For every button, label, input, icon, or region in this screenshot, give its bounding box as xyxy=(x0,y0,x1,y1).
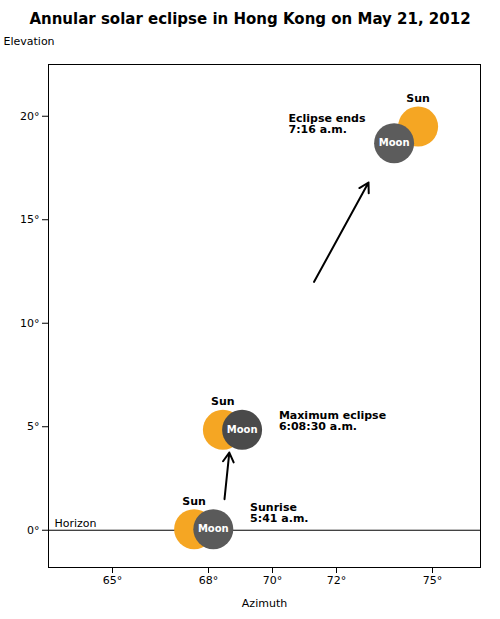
svg-text:Sun: Sun xyxy=(211,395,235,408)
svg-text:Sunrise5:41 a.m.: Sunrise5:41 a.m. xyxy=(250,501,308,525)
svg-text:10°: 10° xyxy=(20,317,40,330)
svg-text:Moon: Moon xyxy=(379,137,410,148)
svg-text:72°: 72° xyxy=(327,574,347,587)
html-text:Annular solar eclipse in Hong: Annular solar eclipse in Hong Kong on Ma… xyxy=(29,10,471,28)
svg-text:Azimuth: Azimuth xyxy=(242,597,287,610)
svg-text:15°: 15° xyxy=(20,213,40,226)
svg-text:70°: 70° xyxy=(263,574,283,587)
svg-text:Elevation: Elevation xyxy=(4,35,55,48)
svg-text:0°: 0° xyxy=(27,524,40,537)
svg-text:Sun: Sun xyxy=(406,92,430,105)
svg-text:Moon: Moon xyxy=(198,523,229,534)
svg-text:20°: 20° xyxy=(20,110,40,123)
svg-text:Eclipse ends7:16 a.m.: Eclipse ends7:16 a.m. xyxy=(289,112,366,136)
svg-text:68°: 68° xyxy=(199,574,219,587)
svg-text:5°: 5° xyxy=(27,420,40,433)
svg-text:65°: 65° xyxy=(103,574,123,587)
svg-text:Sun: Sun xyxy=(182,495,206,508)
svg-text:75°: 75° xyxy=(423,574,443,587)
svg-text:Moon: Moon xyxy=(227,424,258,435)
svg-text:Horizon: Horizon xyxy=(55,517,97,530)
svg-text:Maximum eclipse6:08:30 a.m.: Maximum eclipse6:08:30 a.m. xyxy=(279,409,386,433)
